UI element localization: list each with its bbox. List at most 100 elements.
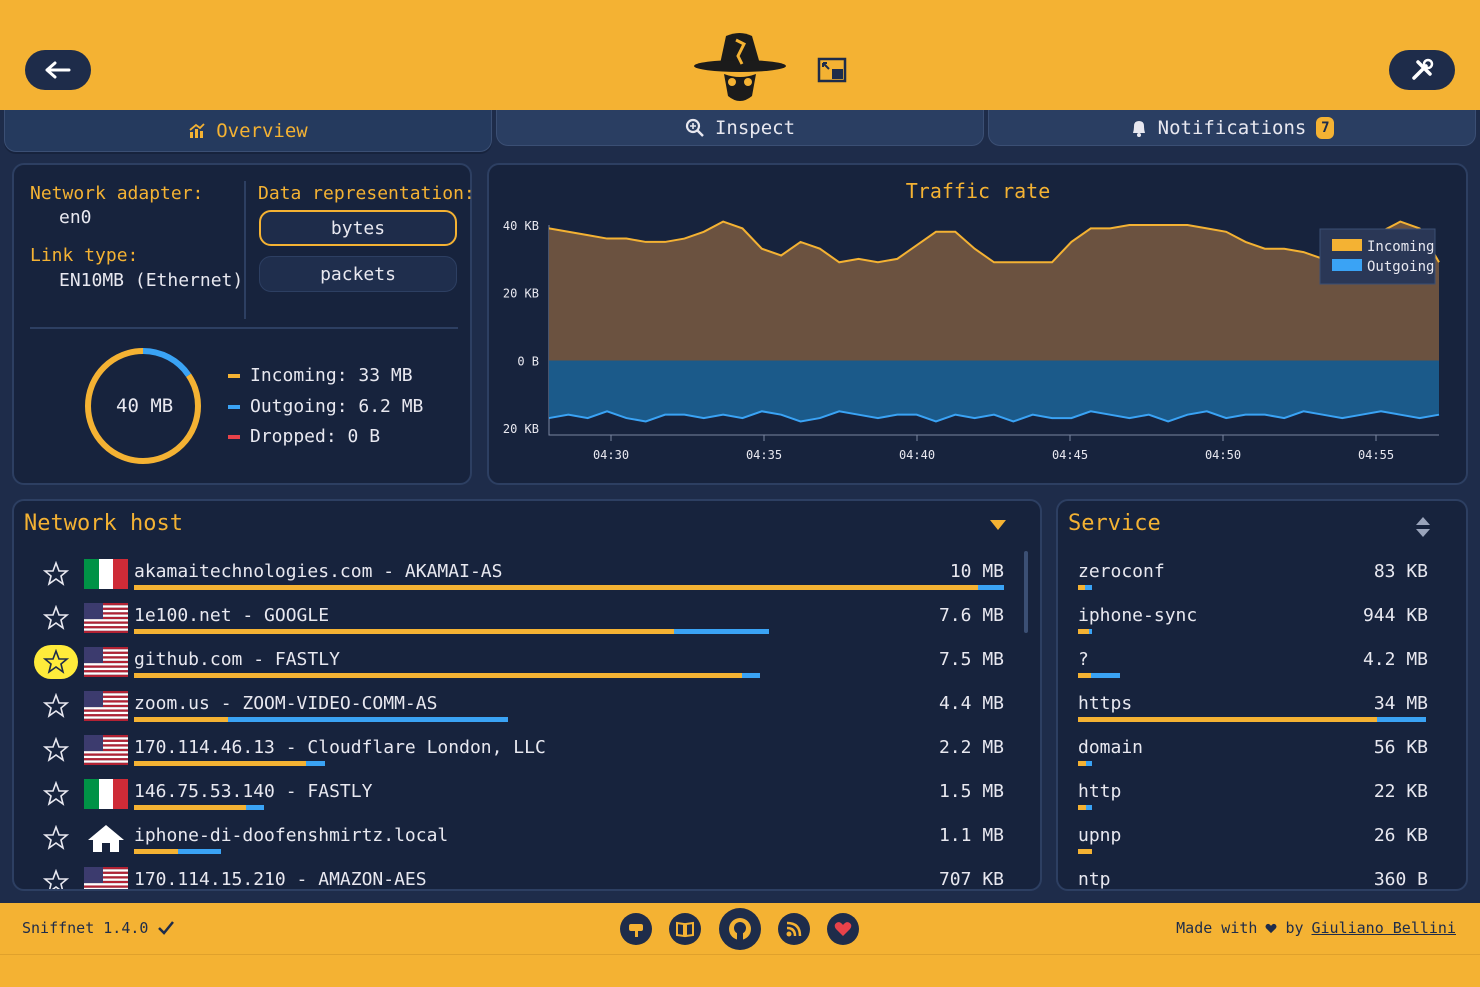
host-outgoing-bar — [227, 717, 509, 722]
chart-icon — [189, 122, 205, 138]
wiki-button[interactable] — [620, 913, 652, 945]
service-incoming-bar — [1078, 849, 1092, 854]
notification-count-badge: 7 — [1316, 116, 1335, 139]
favorite-star-icon[interactable] — [34, 865, 78, 889]
host-incoming-bar — [134, 849, 178, 854]
tools-icon — [1412, 58, 1434, 80]
service-outgoing-bar — [1089, 629, 1092, 634]
host-name[interactable]: zoom.us - ZOOM-VIDEO-COMM-AS — [134, 693, 438, 714]
vertical-divider — [244, 181, 246, 319]
host-traffic-bar — [134, 585, 1004, 590]
rss-icon — [786, 921, 802, 937]
settings-button[interactable] — [1389, 50, 1455, 90]
favorite-star-icon[interactable] — [34, 777, 78, 811]
host-row[interactable]: 146.75.53.140 - FASTLY 1.5 MB — [14, 775, 1004, 811]
link-type-value: EN10MB (Ethernet) — [59, 270, 244, 291]
sort-neutral-icon[interactable] — [1414, 515, 1432, 539]
traffic-rate-chart: Traffic rate 40 KB 20 KB 0 B 20 KB 04:30 04:… — [503, 179, 1440, 462]
service-incoming-bar — [1078, 761, 1087, 766]
favorite-star-icon[interactable] — [34, 557, 78, 591]
docs-button[interactable] — [669, 913, 701, 945]
horizontal-divider — [30, 327, 458, 329]
service-name[interactable]: ? — [1078, 649, 1089, 670]
legend-incoming-swatch — [1332, 239, 1362, 251]
host-row[interactable]: 170.114.15.210 - AMAZON-AES 707 KB — [14, 863, 1004, 889]
traffic-donut — [85, 348, 201, 464]
link-type-label: Link type: — [30, 245, 139, 266]
host-traffic-bar — [134, 849, 221, 854]
service-name[interactable]: https — [1078, 693, 1133, 714]
service-row[interactable]: https 34 MB — [1058, 687, 1428, 723]
packets-option-button[interactable]: packets — [259, 256, 457, 292]
adapter-label: Network adapter: — [30, 183, 204, 204]
favorite-star-icon[interactable] — [34, 821, 78, 855]
service-row[interactable]: domain 56 KB — [1058, 731, 1428, 767]
host-outgoing-bar — [673, 629, 770, 634]
host-traffic-bar — [134, 717, 509, 722]
host-row[interactable]: iphone-di-doofenshmirtz.local 1.1 MB — [14, 819, 1004, 855]
host-name[interactable]: akamaitechnologies.com - AKAMAI-AS — [134, 561, 503, 582]
host-name[interactable]: 146.75.53.140 - FASTLY — [134, 781, 373, 802]
service-row[interactable]: ? 4.2 MB — [1058, 643, 1428, 679]
tab-notifications-label: Notifications — [1157, 116, 1307, 139]
service-outgoing-bar — [1377, 717, 1426, 722]
service-traffic-bar — [1078, 717, 1426, 722]
host-name[interactable]: 170.114.46.13 - Cloudflare London, LLC — [134, 737, 546, 758]
thumbnail-mode-icon[interactable] — [817, 56, 847, 84]
author-link[interactable]: Giuliano Bellini — [1311, 919, 1457, 937]
service-traffic-bar — [1078, 805, 1092, 810]
magnifier-icon — [685, 118, 704, 137]
favorite-star-icon[interactable] — [34, 733, 78, 767]
service-name[interactable]: upnp — [1078, 825, 1122, 846]
service-row[interactable]: zeroconf 83 KB — [1058, 555, 1428, 591]
service-row[interactable]: iphone-sync 944 KB — [1058, 599, 1428, 635]
x-tick-label: 04:35 — [746, 448, 782, 462]
host-name[interactable]: github.com - FASTLY — [134, 649, 340, 670]
host-name[interactable]: 170.114.15.210 - AMAZON-AES — [134, 869, 427, 889]
sort-descending-icon[interactable] — [989, 519, 1007, 531]
tab-overview[interactable]: Overview — [4, 110, 492, 152]
service-name[interactable]: domain — [1078, 737, 1144, 758]
bytes-option-button[interactable]: bytes — [259, 210, 457, 246]
host-outgoing-bar — [741, 673, 761, 678]
service-name[interactable]: iphone-sync — [1078, 605, 1198, 626]
tab-notifications[interactable]: Notifications 7 — [988, 110, 1476, 146]
x-tick-label: 04:45 — [1052, 448, 1088, 462]
favorite-star-icon[interactable] — [34, 645, 78, 679]
sponsor-button[interactable] — [827, 913, 859, 945]
host-row[interactable]: github.com - FASTLY 7.5 MB — [14, 643, 1004, 679]
outgoing-total: Outgoing: 6.2 MB — [250, 396, 424, 417]
host-name[interactable]: 1e100.net - GOOGLE — [134, 605, 330, 626]
favorite-star-icon[interactable] — [34, 689, 78, 723]
host-traffic-value: 707 KB — [938, 869, 1004, 889]
rss-button[interactable] — [778, 913, 810, 945]
series-area-incoming — [549, 221, 1439, 361]
tab-inspect[interactable]: Inspect — [496, 110, 984, 146]
y-tick-label: 0 B — [517, 354, 539, 368]
service-incoming-bar — [1078, 629, 1090, 634]
series-line-outgoing — [548, 410, 1440, 423]
service-row[interactable]: http 22 KB — [1058, 775, 1428, 811]
network-host-panel: Network host akamaitechnologies.com - AK… — [12, 499, 1042, 891]
heart-icon — [834, 922, 852, 936]
service-row[interactable]: upnp 26 KB — [1058, 819, 1428, 855]
host-traffic-bar — [134, 629, 770, 634]
service-name[interactable]: ntp — [1078, 869, 1111, 889]
service-name[interactable]: http — [1078, 781, 1122, 802]
host-row[interactable]: akamaitechnologies.com - AKAMAI-AS 10 MB — [14, 555, 1004, 591]
host-scrollbar[interactable] — [1024, 551, 1028, 633]
service-traffic-value: 26 KB — [1373, 825, 1428, 846]
bell-icon — [1132, 120, 1145, 137]
service-traffic-bar — [1078, 673, 1120, 678]
host-row[interactable]: 1e100.net - GOOGLE 7.6 MB — [14, 599, 1004, 635]
back-button[interactable] — [25, 50, 91, 90]
service-row[interactable]: ntp 360 B — [1058, 863, 1428, 889]
favorite-star-icon[interactable] — [34, 601, 78, 635]
service-traffic-value: 360 B — [1373, 869, 1428, 889]
github-button[interactable] — [719, 908, 761, 950]
service-name[interactable]: zeroconf — [1078, 561, 1165, 582]
outgoing-swatch — [228, 404, 240, 409]
host-row[interactable]: zoom.us - ZOOM-VIDEO-COMM-AS 4.4 MB — [14, 687, 1004, 723]
host-name[interactable]: iphone-di-doofenshmirtz.local — [134, 825, 449, 846]
host-row[interactable]: 170.114.46.13 - Cloudflare London, LLC 2.… — [14, 731, 1004, 767]
